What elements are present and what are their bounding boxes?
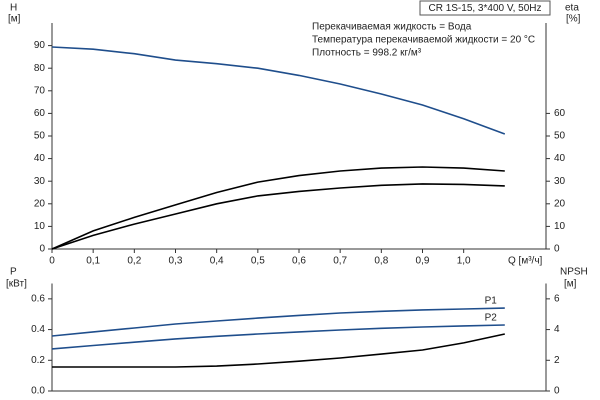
y-tick-label: 80 (34, 63, 46, 74)
x-tick-label: 0,2 (127, 256, 141, 267)
x-tick-label: 0,8 (374, 256, 388, 267)
series-label: P1 (485, 296, 498, 307)
x-label: Q [м³/ч] (508, 256, 543, 267)
y2-tick-label: 0 (554, 244, 560, 255)
x-tick-label: 0,9 (416, 256, 430, 267)
title-box (419, 0, 551, 16)
y2-label: eta (565, 3, 579, 14)
y-tick-label: 60 (34, 108, 46, 119)
x-tick-label: 0,6 (292, 256, 306, 267)
y-label: H (10, 3, 17, 14)
y2-unit: [м] (564, 279, 577, 290)
curve (52, 333, 505, 368)
series-label: P2 (485, 313, 498, 324)
x-tick-label: 1,0 (457, 256, 471, 267)
y2-tick-label: 0 (554, 386, 560, 397)
y-tick-label: 30 (34, 176, 46, 187)
curve (51, 307, 505, 337)
x-tick-label: 0 (49, 256, 55, 267)
x-tick-label: 0,3 (169, 256, 183, 267)
y-tick-label: 0.2 (31, 355, 45, 366)
chart-title: CR 1S-15, 3*400 V, 50Hz (428, 3, 541, 14)
curve (51, 166, 505, 250)
y2-tick-label: 50 (554, 131, 566, 142)
x-tick-label: 0,1 (86, 256, 100, 267)
y2-tick-label: 6 (554, 293, 560, 304)
x-tick-label: 0,7 (333, 256, 347, 267)
y2-tick-label: 4 (554, 324, 560, 335)
y2-tick-label: 20 (554, 198, 566, 209)
y-tick-label: 0.6 (31, 293, 45, 304)
y-tick-label: 10 (34, 221, 46, 232)
x-tick-label: 0,5 (251, 256, 265, 267)
y-tick-label: 70 (34, 85, 46, 96)
y2-tick-label: 2 (554, 355, 560, 366)
y2-tick-label: 30 (554, 176, 566, 187)
annotation: Температура перекачиваемой жидкости = 20… (312, 35, 535, 46)
y2-tick-label: 40 (554, 153, 566, 164)
annotation: Перекачиваемая жидкость = Вода (312, 22, 472, 33)
x-tick-label: 0,4 (210, 256, 224, 267)
y2-label: NPSH (560, 267, 588, 278)
curve (51, 46, 506, 135)
y-unit: [м] (8, 14, 21, 25)
y-tick-label: 50 (34, 131, 46, 142)
y-unit: [кВт] (6, 279, 27, 290)
y-tick-label: 40 (34, 153, 46, 164)
y-tick-label: 90 (34, 40, 46, 51)
curve (51, 324, 505, 350)
y-tick-label: 0 (39, 244, 45, 255)
y-tick-label: 20 (34, 198, 46, 209)
y2-tick-label: 60 (554, 108, 566, 119)
curve (51, 183, 505, 250)
y2-tick-label: 10 (554, 221, 566, 232)
y-tick-label: 0.4 (31, 324, 45, 335)
y-tick-label: 0.0 (31, 386, 45, 397)
annotation: Плотность = 998.2 кг/м³ (312, 48, 422, 59)
y2-unit: [%] (566, 14, 581, 25)
y-label: P (10, 267, 17, 278)
